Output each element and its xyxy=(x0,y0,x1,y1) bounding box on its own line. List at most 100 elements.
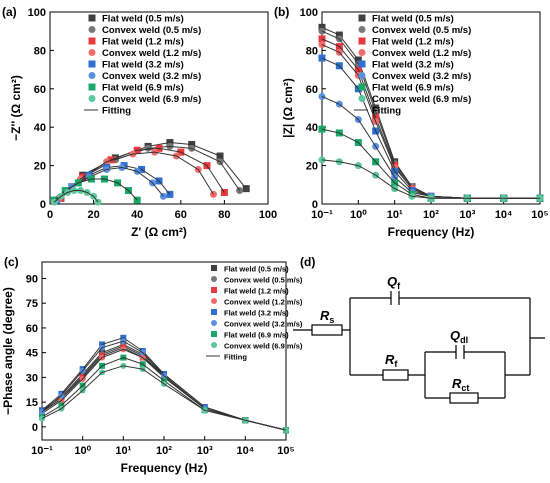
y-tick-label: 30 xyxy=(26,372,38,384)
component-label: Qdl xyxy=(450,328,468,345)
legend-label: Flat weld (0.5 m/s) xyxy=(372,14,454,25)
resistor xyxy=(449,392,479,404)
fit-line xyxy=(321,96,540,199)
x-tick-label: 10⁴ xyxy=(236,445,254,457)
y-tick-label: 100 xyxy=(300,7,318,19)
y-tick-label: 75 xyxy=(26,298,38,310)
x-tick-label: 10⁻¹ xyxy=(31,445,53,457)
x-tick-label: 80 xyxy=(218,209,230,221)
y-tick-label: 15 xyxy=(26,397,38,409)
x-tick-label: 60 xyxy=(175,209,187,221)
legend-label: Flat weld (3.2 m/s) xyxy=(224,309,289,318)
legend-marker xyxy=(358,60,366,68)
fit-line xyxy=(41,337,287,431)
y-tick-label: 20 xyxy=(306,161,318,173)
legend-label: Flat weld (3.2 m/s) xyxy=(372,60,454,71)
y-tick-label: 90 xyxy=(26,273,38,285)
plot-frame xyxy=(49,11,269,205)
x-tick-label: 10⁵ xyxy=(531,209,548,221)
fit-line xyxy=(321,159,540,199)
y-tick-label: 20 xyxy=(34,161,46,173)
fit-line xyxy=(41,365,287,431)
fit-line xyxy=(321,128,540,199)
y-tick-label: 0 xyxy=(40,199,46,211)
x-tick-label: 10⁻¹ xyxy=(311,209,333,221)
legend-label: Convex weld (6.9 m/s) xyxy=(372,94,471,105)
legend-label: Convex weld (6.9 m/s) xyxy=(224,342,303,351)
legend-label: Convex weld (1.2 m/s) xyxy=(102,48,201,59)
legend-label: Flat weld (0.5 m/s) xyxy=(224,265,289,274)
component-label: Rf xyxy=(385,352,398,369)
x-tick-label: 10⁰ xyxy=(74,445,91,457)
panel-label: (a) xyxy=(2,5,17,19)
x-tick-label: 10⁵ xyxy=(277,445,294,457)
chart: (a) 0 20 40 60 80 100 0 20 40 60 80 100 Z' (Ω cm²) −Z'… xyxy=(2,5,277,239)
legend-marker xyxy=(211,342,217,348)
legend-marker xyxy=(88,37,96,45)
fit-line xyxy=(41,345,287,431)
marker xyxy=(318,54,326,62)
chart: (b) 10⁻¹ 10⁰ 10¹ 10² 10³ 10⁴ 10⁵ 0 20 40 60 80 100 Fre… xyxy=(274,5,549,239)
x-tick-label: 10¹ xyxy=(387,209,403,221)
legend-label: Convex weld (3.2 m/s) xyxy=(224,320,303,329)
legend-marker xyxy=(358,49,366,56)
legend-label: Flat weld (0.5 m/s) xyxy=(102,14,184,25)
x-axis-label: Frequency (Hz) xyxy=(121,461,208,475)
y-tick-label: 80 xyxy=(34,45,46,57)
circuit-diagram: (d) Rs Qf Rf Qdl Rct xyxy=(293,255,545,404)
fit-line xyxy=(41,340,287,431)
legend-label: Flat weld (1.2 m/s) xyxy=(224,287,289,296)
legend-marker xyxy=(211,265,217,271)
legend-label: Flat weld (6.9 m/s) xyxy=(372,83,454,94)
x-tick-label: 10² xyxy=(423,209,439,221)
resistor xyxy=(311,324,343,336)
legend-label: Fitting xyxy=(102,106,131,117)
legend-marker xyxy=(88,72,96,79)
legend-label: Flat weld (1.2 m/s) xyxy=(102,37,184,48)
x-tick-label: 10² xyxy=(156,445,172,457)
y-tick-label: 60 xyxy=(34,84,46,96)
y-tick-label: 60 xyxy=(306,84,318,96)
fit-line xyxy=(58,151,214,199)
y-tick-label: 0 xyxy=(32,422,38,434)
legend-label: Fitting xyxy=(372,106,401,117)
y-tick-label: 80 xyxy=(306,45,318,57)
panel-label: (d) xyxy=(300,255,315,269)
wire xyxy=(293,297,545,399)
panel-label: (c) xyxy=(4,255,19,269)
legend-marker xyxy=(358,26,366,33)
legend-marker xyxy=(211,298,217,304)
x-tick-label: 10¹ xyxy=(115,445,131,457)
fit-line xyxy=(54,190,99,203)
y-axis-label: −Z'' (Ω cm²) xyxy=(9,75,23,141)
legend-label: Convex weld (3.2 m/s) xyxy=(372,71,471,82)
legend-label: Fitting xyxy=(224,353,247,362)
y-axis-label: −Phase angle (degree) xyxy=(1,287,15,415)
y-tick-label: 0 xyxy=(312,199,318,211)
legend-label: Flat weld (1.2 m/s) xyxy=(372,37,454,48)
legend-label: Flat weld (3.2 m/s) xyxy=(102,60,184,71)
legend-label: Convex weld (0.5 m/s) xyxy=(102,25,201,36)
legend-label: Convex weld (0.5 m/s) xyxy=(224,276,303,285)
panel-label: (b) xyxy=(274,5,289,19)
y-tick-label: 45 xyxy=(26,348,38,360)
x-tick-label: 40 xyxy=(131,209,143,221)
legend-label: Flat weld (6.9 m/s) xyxy=(224,331,289,340)
x-tick-label: 100 xyxy=(259,209,277,221)
legend-marker xyxy=(358,83,366,91)
x-tick-label: 10³ xyxy=(197,445,213,457)
legend-label: Flat weld (6.9 m/s) xyxy=(102,83,184,94)
y-tick-label: 40 xyxy=(34,122,46,134)
x-axis-label: Z' (Ω cm²) xyxy=(131,225,187,239)
legend-marker xyxy=(88,60,96,68)
legend-label: Convex weld (1.2 m/s) xyxy=(224,298,303,307)
legend-marker xyxy=(211,276,217,282)
component-label: Rs xyxy=(320,308,334,325)
x-axis-label: Frequency (Hz) xyxy=(388,225,475,239)
x-tick-label: 10³ xyxy=(459,209,475,221)
y-axis-label: |Z| (Ω cm²) xyxy=(281,78,295,138)
y-tick-label: 60 xyxy=(26,323,38,335)
legend-marker xyxy=(358,14,366,22)
legend-marker xyxy=(358,72,366,79)
